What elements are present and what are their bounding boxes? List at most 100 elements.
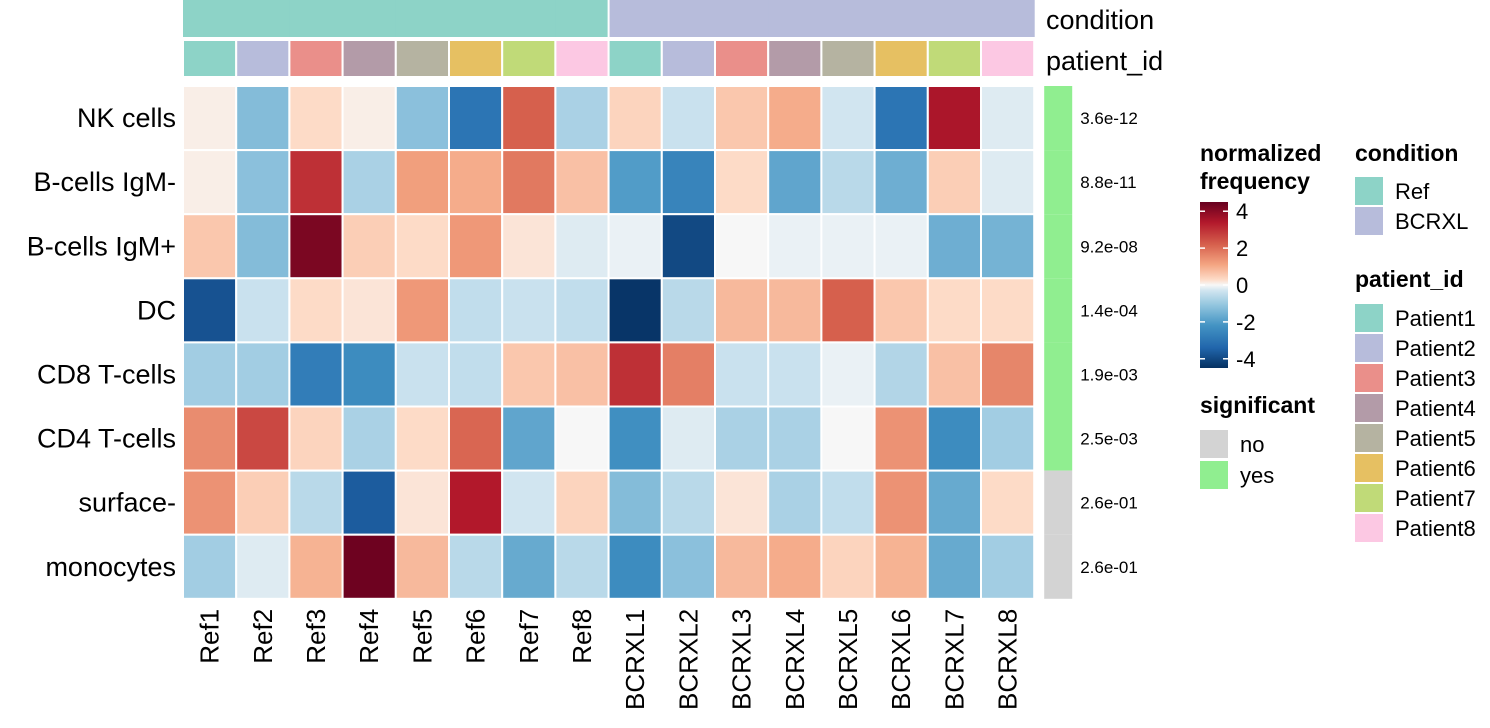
heatmap-cell (448, 533, 504, 600)
heatmap-cell (767, 533, 823, 600)
heatmap-cell (182, 341, 238, 408)
color-scale-tick-label: 4 (1236, 199, 1248, 224)
condition-cell (395, 0, 450, 37)
heatmap-cell (926, 405, 982, 472)
heatmap-cell (714, 149, 770, 216)
column-label: Ref6 (461, 609, 491, 664)
heatmap-cell (873, 213, 929, 280)
legend-label: BCRXL (1395, 209, 1468, 234)
condition-cell (236, 0, 290, 37)
column-label: Ref4 (354, 609, 384, 664)
significant-legend: significant no yes (1200, 392, 1315, 489)
heatmap-cell (394, 213, 450, 280)
heatmap-cell (501, 469, 557, 536)
heatmap-cell (235, 469, 291, 536)
significant-legend-title: significant (1200, 392, 1315, 418)
legend-swatch (1355, 207, 1383, 235)
column-label: Ref1 (195, 609, 225, 664)
heatmap-cell (820, 469, 876, 536)
heatmap-cell (288, 405, 344, 472)
patient-annotation-label: patient_id (1046, 46, 1163, 76)
row-label: CD4 T-cells (37, 424, 176, 454)
heatmap-cell (182, 213, 238, 280)
column-label: Ref3 (301, 609, 331, 664)
heatmap-cell (448, 341, 504, 408)
heatmap-cell (235, 405, 291, 472)
heatmap-cell (394, 469, 450, 536)
heatmap-cell (182, 469, 238, 536)
patient-cell (341, 39, 397, 78)
row-label: B-cells IgM+ (27, 231, 176, 261)
heatmap-cell (501, 149, 557, 216)
heatmap-cell (926, 277, 982, 344)
heatmap-cell (501, 85, 557, 152)
heatmap-cell (235, 341, 291, 408)
significance-cell (1044, 150, 1073, 215)
heatmap-cell (394, 277, 450, 344)
heatmap-cell (980, 149, 1036, 216)
heatmap-cell (448, 213, 504, 280)
heatmap-cell (980, 85, 1036, 152)
condition-legend: condition Ref BCRXL (1355, 140, 1468, 235)
row-labels: NK cells B-cells IgM- B-cells IgM+ DC CD8 T-… (27, 103, 176, 582)
heatmap-cell (926, 85, 982, 152)
heatmap-cell (873, 341, 929, 408)
heatmap-cell (820, 213, 876, 280)
p-value-label: 1.4e-04 (1080, 301, 1138, 320)
heatmap-cell (235, 213, 291, 280)
legend-swatch (1355, 334, 1383, 362)
legend-swatch (1355, 304, 1383, 332)
patient-legend: patient_id Patient1 Patient2 Patient3 Patie… (1355, 266, 1476, 542)
heatmap-cell (714, 469, 770, 536)
heatmap-cell (501, 341, 557, 408)
heatmap-cell (820, 405, 876, 472)
patient-legend-title: patient_id (1355, 266, 1464, 292)
condition-cell (502, 0, 556, 37)
heatmap-cell (448, 277, 504, 344)
condition-annotation-bar (183, 0, 1035, 37)
heatmap-cell (873, 85, 929, 152)
legend-swatch (1355, 424, 1383, 452)
patient-cell (767, 39, 823, 78)
heatmap-cell (767, 149, 823, 216)
heatmap-cell (182, 405, 238, 472)
heatmap-cell (714, 277, 770, 344)
heatmap-cell (288, 533, 344, 600)
heatmap-cell (873, 277, 929, 344)
heatmap-cell (341, 149, 397, 216)
patient-cell (607, 39, 663, 78)
heatmap-cell (394, 149, 450, 216)
heatmap-cell (341, 85, 397, 152)
heatmap-cell (607, 533, 663, 600)
heatmap-cell (660, 149, 716, 216)
heatmap-cell (660, 405, 716, 472)
heatmap-cell (660, 469, 716, 536)
heatmap-cell (448, 469, 504, 536)
condition-legend-title: condition (1355, 140, 1458, 166)
heatmap-cell (873, 149, 929, 216)
legend-label: Patient7 (1395, 486, 1476, 511)
legend-label: Patient1 (1395, 306, 1476, 331)
heatmap-cell (873, 469, 929, 536)
significance-cell (1044, 86, 1073, 151)
heatmap-cell (926, 533, 982, 600)
legend-label: yes (1240, 463, 1274, 488)
column-label: BCRXL7 (939, 609, 969, 710)
p-value-label: 2.6e-01 (1080, 494, 1138, 513)
heatmap-cell (820, 341, 876, 408)
row-label: CD8 T-cells (37, 359, 176, 389)
heatmap-cell (554, 85, 610, 152)
condition-cell (874, 0, 929, 37)
condition-cell (981, 0, 1035, 37)
row-label: surface- (78, 488, 176, 518)
legend-swatch (1355, 484, 1383, 512)
heatmap-cell (235, 533, 291, 600)
legend-label: Patient8 (1395, 516, 1476, 541)
condition-cell (183, 0, 237, 37)
legend-swatch (1355, 394, 1383, 422)
heatmap-cell (235, 277, 291, 344)
heatmap-cell (714, 405, 770, 472)
heatmap-cell (235, 85, 291, 152)
row-label: B-cells IgM- (33, 167, 176, 197)
